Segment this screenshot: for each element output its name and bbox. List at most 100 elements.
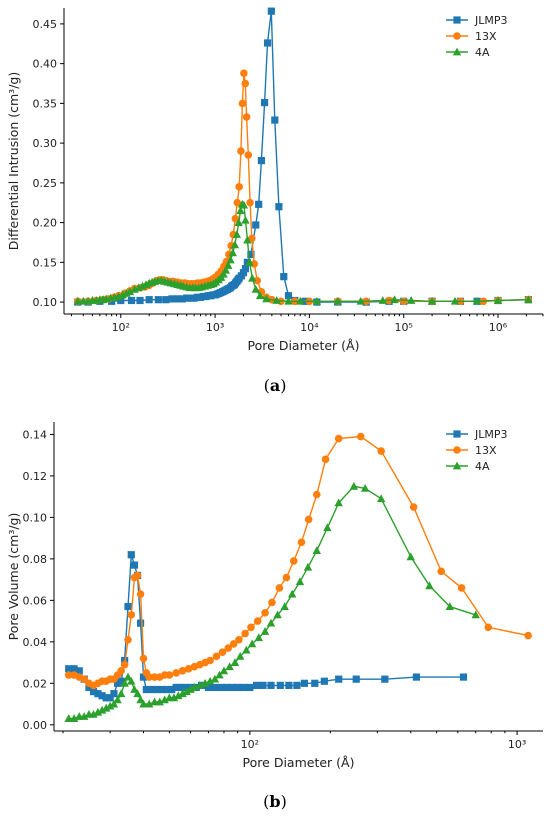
y-tick-label: 0.12 xyxy=(23,470,48,483)
axes-a: 0.10 0.15 0.20 0.25 0.30 0.35 0.40 0.45 10² 10³ 10… xyxy=(33,8,544,334)
x-tick-label: 10² xyxy=(241,738,259,751)
x-tick-label: 10² xyxy=(112,321,130,334)
data-point xyxy=(155,697,164,706)
data-point xyxy=(105,701,115,710)
data-point xyxy=(106,694,114,702)
data-point xyxy=(295,577,305,586)
data-point xyxy=(259,681,267,689)
data-point xyxy=(381,675,389,683)
y-axis-label: Pore Volume (cm³/g) xyxy=(6,513,21,641)
y-axis-label: Differential Intrusion (cm³/g) xyxy=(6,72,21,250)
legend-label: 13X xyxy=(475,444,497,457)
data-point xyxy=(253,617,262,625)
data-point xyxy=(376,494,386,503)
data-point xyxy=(163,685,171,694)
data-point xyxy=(321,455,330,464)
y-tick-label: 0.00 xyxy=(23,719,48,732)
data-point xyxy=(124,635,132,644)
y-tick-label: 0.08 xyxy=(23,553,48,566)
y-tick-label: 0.10 xyxy=(23,511,48,524)
x-axis-label: Pore Diameter (Å) xyxy=(243,755,355,770)
data-point xyxy=(176,683,185,692)
data-point xyxy=(268,598,276,607)
data-point xyxy=(97,705,107,714)
data-point xyxy=(267,681,275,689)
data-point xyxy=(352,675,360,683)
data-point xyxy=(109,699,119,708)
data-point xyxy=(221,265,231,274)
data-point xyxy=(168,295,176,303)
data-point xyxy=(98,692,106,700)
data-point xyxy=(136,296,144,305)
legend-marker xyxy=(453,430,461,438)
x-tick-label: 10⁵ xyxy=(394,321,412,334)
y-tick-label: 0.35 xyxy=(33,97,58,110)
data-point xyxy=(64,714,73,722)
data-point xyxy=(312,546,321,554)
data-point xyxy=(349,481,359,490)
data-point xyxy=(241,79,250,88)
data-point xyxy=(524,295,533,304)
data-point xyxy=(240,69,248,77)
data-point xyxy=(241,629,249,638)
data-point xyxy=(139,699,148,708)
data-point xyxy=(257,157,266,165)
data-point xyxy=(239,269,248,277)
chart-a: 0.10 0.15 0.20 0.25 0.30 0.35 0.40 0.45 10² 10³ 10… xyxy=(6,7,544,353)
data-point xyxy=(271,116,279,124)
data-point xyxy=(133,689,142,698)
data-point xyxy=(94,690,102,698)
series-13X xyxy=(73,69,533,306)
data-point xyxy=(136,619,145,627)
data-point xyxy=(241,215,250,224)
data-point xyxy=(139,654,148,663)
data-point xyxy=(211,683,219,692)
data-point xyxy=(127,611,136,619)
data-point xyxy=(219,666,229,675)
data-point xyxy=(240,683,248,692)
legend-label: 4A xyxy=(475,460,490,473)
data-point xyxy=(284,296,293,305)
data-point xyxy=(275,584,284,592)
data-point xyxy=(275,203,283,211)
data-point xyxy=(450,296,460,305)
data-point xyxy=(360,483,370,492)
data-point xyxy=(158,685,166,694)
data-point xyxy=(255,200,263,208)
data-point xyxy=(145,673,153,681)
data-point xyxy=(255,291,265,300)
data-point xyxy=(144,699,154,708)
x-tick-label: 10³ xyxy=(206,321,224,334)
data-point xyxy=(173,295,182,303)
data-point xyxy=(165,671,174,679)
legend-label: 13X xyxy=(475,30,497,43)
data-point xyxy=(64,671,73,679)
data-point xyxy=(333,296,342,305)
y-tick-label: 0.06 xyxy=(23,594,48,607)
data-point xyxy=(102,694,110,702)
data-point xyxy=(248,273,257,282)
data-point xyxy=(304,515,313,524)
data-point xyxy=(178,667,187,675)
caption-a: (a) xyxy=(263,376,287,395)
data-point xyxy=(287,589,297,598)
data-point xyxy=(223,683,231,692)
data-point xyxy=(116,689,126,698)
y-tick-label: 0.04 xyxy=(23,636,48,649)
data-point xyxy=(125,287,135,296)
data-point xyxy=(251,284,260,293)
y-tick-label: 0.14 xyxy=(23,428,48,441)
legend-label: JLMP3 xyxy=(474,428,508,441)
data-point xyxy=(145,296,153,304)
data-point xyxy=(139,673,148,681)
data-point xyxy=(123,672,133,681)
data-point xyxy=(85,683,93,692)
data-point xyxy=(459,673,468,681)
data-point xyxy=(229,640,238,648)
legend-marker xyxy=(452,47,462,56)
data-point xyxy=(282,573,291,582)
data-point xyxy=(261,608,269,617)
data-point xyxy=(231,214,240,223)
data-point xyxy=(242,645,251,654)
data-point xyxy=(184,664,193,673)
